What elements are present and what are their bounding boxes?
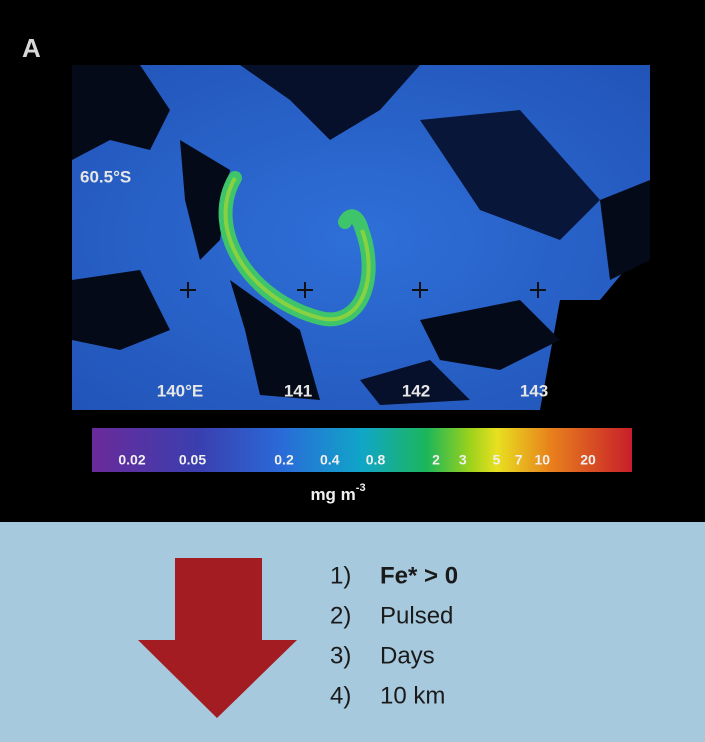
list-number: 1) <box>330 562 351 589</box>
lon-label: 140°E <box>157 381 204 400</box>
colorbar-tick-label: 0.2 <box>274 452 294 468</box>
colorbar-tick-label: 5 <box>493 452 501 468</box>
list-number: 3) <box>330 642 351 669</box>
lon-label: 142 <box>402 381 430 400</box>
bottom-panel-bg <box>0 522 705 742</box>
colorbar-tick-label: 7 <box>515 452 523 468</box>
colorbar <box>92 428 632 472</box>
colorbar-tick-label: 2 <box>432 452 440 468</box>
lon-label: 143 <box>520 381 548 400</box>
list-text: 10 km <box>380 682 445 709</box>
panel-label: A <box>22 33 41 63</box>
unit-exponent: -3 <box>356 482 366 494</box>
colorbar-tick-label: 0.02 <box>118 452 145 468</box>
colorbar-tick-label: 3 <box>459 452 467 468</box>
colorbar-tick-label: 0.4 <box>320 452 340 468</box>
lon-label: 141 <box>284 381 312 400</box>
unit-text: mg m <box>310 485 355 504</box>
list-text: Days <box>380 642 435 669</box>
list-number: 4) <box>330 682 351 709</box>
colorbar-tick-label: 0.8 <box>366 452 386 468</box>
list-text: Fe* > 0 <box>380 562 458 589</box>
list-number: 2) <box>330 602 351 629</box>
lat-label: 60.5°S <box>80 167 131 186</box>
figure: A 60.5°S 140°E 141 142 143 0.02 0.05 0.2 0.4 0.… <box>0 0 705 742</box>
colorbar-tick-label: 20 <box>580 452 596 468</box>
list-text: Pulsed <box>380 602 453 629</box>
colorbar-tick-label: 0.05 <box>179 452 206 468</box>
colorbar-tick-label: 10 <box>534 452 550 468</box>
